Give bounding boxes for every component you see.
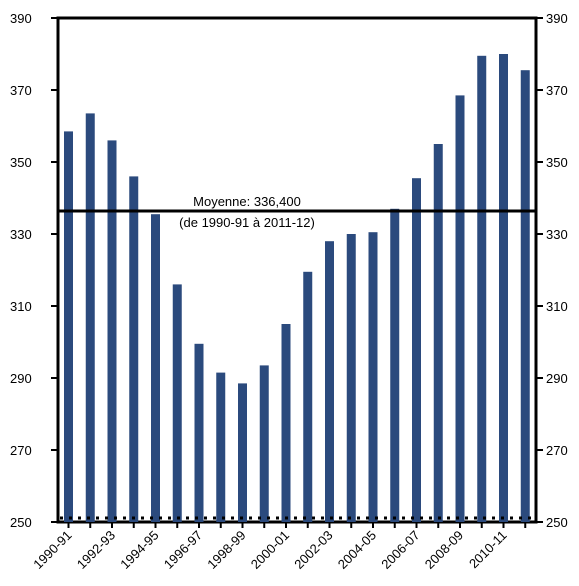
left-y-tick-label-250: 250 [10,515,32,530]
plot-frame [56,16,538,524]
right-y-tick-label-250: 250 [546,515,568,530]
right-y-tick-label-270: 270 [546,443,568,458]
bar-2005-06 [390,208,400,523]
left-y-tick-label-270: 270 [10,443,32,458]
bar-1992-93 [107,140,117,522]
right-y-tick-label-350: 350 [546,155,568,170]
bar-1990-91 [64,131,73,522]
bar-1999-00 [259,365,269,522]
x-tick-label-1996-97: 1996-97 [161,528,205,572]
right-y-tick-label-370: 370 [546,83,568,98]
bar-1998-99 [238,383,247,522]
left-y-tick-label-370: 370 [10,83,32,98]
x-tick-label-1994-95: 1994-95 [117,528,161,572]
bars-layer [64,54,530,523]
bar-1991-92 [85,113,95,523]
bar-2010-11 [499,54,508,522]
mean-label-line1: Moyenne: 336,400 [193,194,301,209]
right-y-tick-label-390: 390 [546,11,568,26]
x-tick-label-2000-01: 2000-01 [248,528,292,572]
x-tick-label-2002-03: 2002-03 [291,528,335,572]
x-tick-label-1998-99: 1998-99 [204,528,248,572]
x-tick-label-2004-05: 2004-05 [335,528,379,572]
bar-2001-02 [303,271,313,522]
bar-2008-09 [455,95,465,523]
bar-2002-03 [325,241,334,522]
x-tick-label-2010-11: 2010-11 [466,528,510,572]
x-tick-label-1990-91: 1990-91 [30,528,74,572]
x-tick-label-2008-09: 2008-09 [422,528,466,572]
bar-2011-12 [520,70,530,522]
bar-2000-01 [281,324,291,522]
x-tick-label-2006-07: 2006-07 [378,528,422,572]
bar-2007-08 [433,144,443,522]
bar-2004-05 [368,232,378,522]
mean-label-line2: (de 1990-91 à 2011-12) [179,215,315,230]
left-y-tick-label-330: 330 [10,227,32,242]
left-y-tick-label-350: 350 [10,155,32,170]
y-axis-ticks: 250 250 270 270 290 290 310 310 330 330 350 350 370 3… [10,11,568,530]
x-tick-label-1992-93: 1992-93 [74,528,118,572]
left-y-tick-label-290: 290 [10,371,32,386]
bar-1994-95 [151,214,160,522]
bar-2003-04 [346,234,356,522]
left-y-tick-label-390: 390 [10,11,32,26]
bar-2006-07 [412,178,421,522]
bar-1995-96 [172,284,182,522]
right-y-tick-label-290: 290 [546,371,568,386]
left-y-tick-label-310: 310 [10,299,32,314]
bar-1996-97 [194,343,204,522]
bar-1997-98 [216,372,226,522]
x-axis-ticks: 1990-91 1992-93 1994-95 1996-97 1998-99 2000-… [30,522,527,572]
bar-2009-10 [477,55,487,523]
right-y-tick-label-310: 310 [546,299,568,314]
bar-1993-94 [129,176,139,522]
right-y-tick-label-330: 330 [546,227,568,242]
